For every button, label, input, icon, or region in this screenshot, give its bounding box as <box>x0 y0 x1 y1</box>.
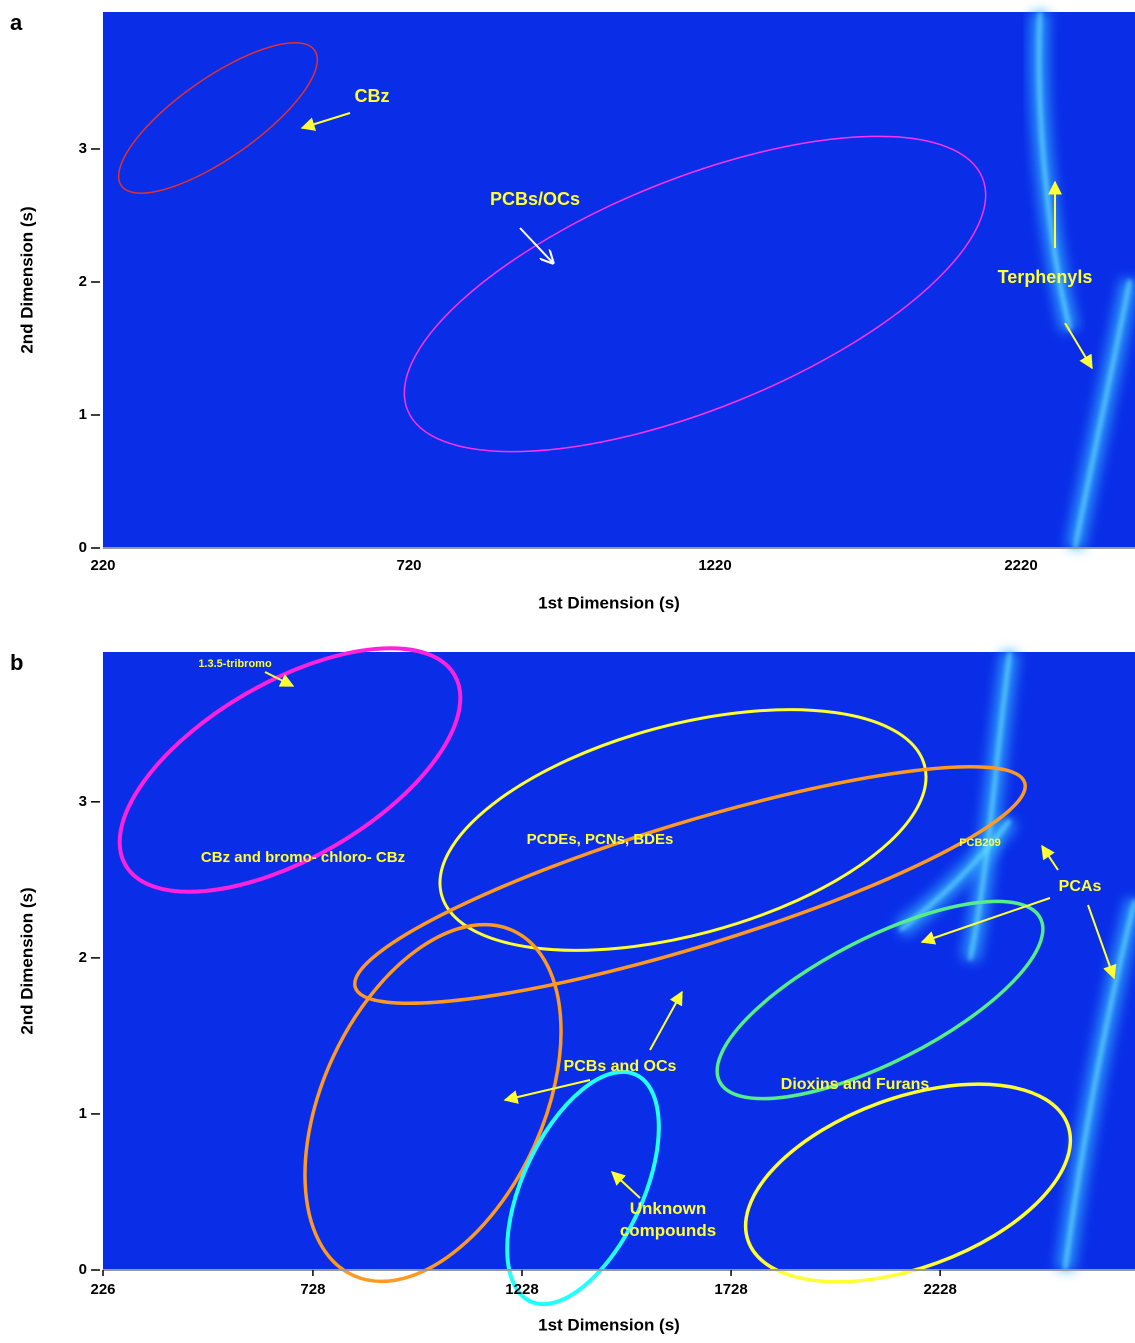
annotation: PCBs/OCs <box>490 189 580 209</box>
x-tick-label: 2220 <box>1004 557 1037 574</box>
annotation-arrow <box>610 1171 641 1199</box>
region-outline <box>117 646 463 894</box>
region-outline <box>438 708 928 952</box>
y-tick-label: 2 <box>79 273 87 290</box>
annotation: PCBs and OCs <box>564 1058 677 1075</box>
x-axis-title: 1st Dimension (s) <box>538 1315 680 1334</box>
plot-background <box>103 12 1135 548</box>
panel-label: a <box>10 10 23 35</box>
annotation-arrow <box>649 990 683 1051</box>
signal-band-core <box>968 651 1012 961</box>
region-outline <box>743 1082 1073 1284</box>
y-axis-title: 2nd Dimension (s) <box>17 206 36 353</box>
annotation: PCDEs, PCNs, BDEs <box>527 831 674 848</box>
annotation-arrow <box>264 671 295 687</box>
annotation: CBz and bromo- chloro- CBz <box>201 849 405 866</box>
region-outline <box>303 922 563 1284</box>
annotation: Dioxins and Furans <box>781 1076 930 1093</box>
x-axis-title: 1st Dimension (s) <box>538 593 680 612</box>
x-tick-label: 1228 <box>505 1281 538 1298</box>
annotation-arrow <box>300 112 351 131</box>
annotation: PCB209 <box>959 837 1001 849</box>
annotation: PCAs <box>1059 878 1102 895</box>
x-tick-label: 1220 <box>698 557 731 574</box>
signal-band-core <box>1063 899 1135 1271</box>
annotation: CBz <box>355 86 390 106</box>
x-tick-label: 226 <box>90 1281 115 1298</box>
x-tick-label: 1728 <box>714 1281 747 1298</box>
y-tick-label: 3 <box>79 793 87 810</box>
annotation-arrow <box>1064 322 1093 370</box>
region-outline <box>403 135 987 453</box>
y-tick-label: 1 <box>79 1105 87 1122</box>
region-outline <box>117 42 319 194</box>
annotation: Unknown compounds <box>620 1199 716 1240</box>
annotation: Terphenyls <box>998 267 1093 287</box>
y-tick-label: 0 <box>79 539 87 556</box>
plot-background <box>103 652 1135 1270</box>
signal-band-core <box>1037 11 1072 331</box>
region-outline <box>715 899 1045 1101</box>
annotation-line: Unknown <box>630 1199 707 1218</box>
annotation-arrow <box>1087 904 1117 980</box>
y-axis-title: 2nd Dimension (s) <box>17 887 36 1034</box>
signal-band-core <box>1073 279 1132 549</box>
annotation-line: compounds <box>620 1221 716 1240</box>
panel-label: b <box>10 650 23 675</box>
x-tick-label: 2228 <box>923 1281 956 1298</box>
x-tick-label: 220 <box>90 557 115 574</box>
y-tick-label: 0 <box>79 1261 87 1278</box>
x-tick-label: 720 <box>396 557 421 574</box>
annotation-arrow <box>503 1079 591 1104</box>
annotation-arrow <box>519 227 553 263</box>
x-tick-label: 728 <box>300 1281 325 1298</box>
y-tick-label: 1 <box>79 406 87 423</box>
annotation-arrow <box>920 897 1051 945</box>
region-outline <box>505 1069 661 1307</box>
annotation-arrow <box>1041 844 1059 871</box>
annotation: 1.3.5-tribromo <box>198 658 272 670</box>
region-outline <box>353 764 1027 1006</box>
y-tick-label: 2 <box>79 949 87 966</box>
y-tick-label: 3 <box>79 140 87 157</box>
